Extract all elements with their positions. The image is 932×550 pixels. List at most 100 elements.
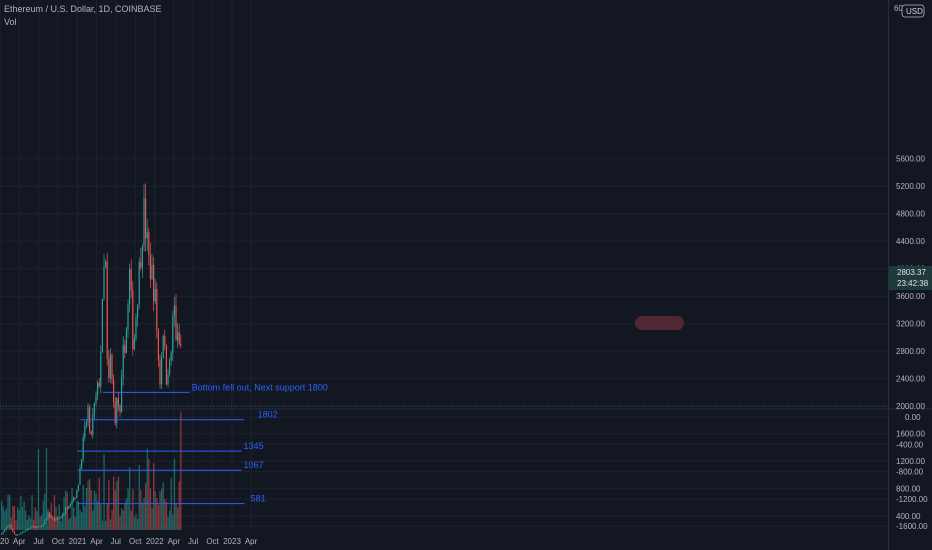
volume-bar bbox=[169, 510, 171, 530]
candle bbox=[77, 484, 79, 491]
volume-bar bbox=[31, 495, 33, 530]
volume-bar bbox=[93, 490, 96, 530]
volume-bar bbox=[119, 516, 121, 530]
candle bbox=[114, 401, 116, 423]
currency-label: USD bbox=[906, 7, 923, 16]
candle bbox=[9, 524, 11, 526]
volume-bar bbox=[156, 498, 158, 530]
currency-badge bbox=[901, 4, 925, 18]
candle bbox=[12, 528, 14, 532]
candle bbox=[13, 531, 15, 535]
volume-bar bbox=[79, 509, 81, 530]
price-tick-label: 1600.00 bbox=[896, 430, 925, 439]
volume-bar bbox=[49, 514, 51, 530]
volume-bar bbox=[73, 507, 75, 530]
volume-bar bbox=[154, 491, 156, 530]
volume-bar bbox=[146, 448, 148, 530]
candle bbox=[122, 344, 124, 378]
support-lines[interactable]: Bottom fell out, Next support 1800 1802 13… bbox=[0, 316, 888, 505]
volume-bar bbox=[140, 489, 142, 530]
price-axis[interactable]: 5600.005200.004800.004400.004000.003600.… bbox=[889, 4, 932, 531]
support-label: 1345 bbox=[244, 441, 264, 451]
volume-bar bbox=[45, 448, 48, 530]
volume-bar bbox=[10, 517, 12, 530]
candle bbox=[7, 525, 9, 528]
candle bbox=[29, 527, 31, 529]
candle bbox=[133, 339, 135, 350]
time-tick-label: Apr bbox=[90, 537, 103, 546]
candle bbox=[130, 269, 132, 291]
symbol-title[interactable]: Ethereum / U.S. Dollar, 1D, COINBASE bbox=[4, 4, 162, 14]
candle bbox=[90, 430, 92, 435]
volume-tick-label: -800.00 bbox=[896, 468, 924, 477]
candle bbox=[157, 330, 159, 361]
volume-bar bbox=[69, 517, 72, 530]
candle bbox=[121, 377, 123, 413]
candle bbox=[25, 530, 27, 532]
candle bbox=[103, 266, 105, 299]
volume-bar bbox=[159, 491, 161, 530]
candle bbox=[63, 513, 65, 516]
support-label: Bottom fell out, Next support 1800 bbox=[192, 382, 328, 392]
volume-bar bbox=[137, 518, 139, 530]
volume-bar bbox=[71, 487, 73, 530]
volume-bar bbox=[164, 498, 166, 530]
candle bbox=[111, 354, 113, 380]
volume-bar bbox=[153, 463, 155, 530]
candle bbox=[117, 398, 119, 406]
candle bbox=[169, 360, 171, 375]
volume-bar bbox=[41, 515, 43, 530]
volume-bar bbox=[157, 505, 160, 530]
price-tick-label: 800.00 bbox=[896, 485, 921, 494]
volume-bar bbox=[103, 454, 105, 530]
highlight-marker bbox=[635, 316, 684, 330]
volume-bar bbox=[84, 506, 86, 530]
candle bbox=[93, 403, 95, 415]
volume-bar bbox=[177, 507, 179, 530]
time-tick-label: 2020 bbox=[0, 537, 9, 546]
volume-bar bbox=[58, 504, 60, 530]
candle bbox=[57, 518, 59, 519]
time-tick-label: Oct bbox=[129, 537, 142, 546]
time-tick-label: Jul bbox=[111, 537, 121, 546]
candle bbox=[60, 517, 62, 519]
candle bbox=[148, 232, 150, 255]
candle bbox=[106, 261, 108, 359]
volume-bar bbox=[162, 482, 164, 530]
time-tick-label: Jul bbox=[33, 537, 43, 546]
volume-bar bbox=[42, 500, 44, 530]
volume-bar bbox=[108, 480, 110, 530]
price-tick-label: 4800.00 bbox=[896, 210, 925, 219]
candle bbox=[137, 304, 139, 318]
volume-bar bbox=[5, 508, 8, 530]
candle bbox=[149, 254, 151, 280]
volume-bar bbox=[173, 458, 176, 530]
candle bbox=[31, 526, 33, 528]
candle bbox=[127, 305, 129, 330]
candle bbox=[161, 357, 163, 385]
candle bbox=[178, 332, 180, 344]
candle bbox=[33, 526, 35, 528]
candle bbox=[36, 526, 38, 529]
volume-bar bbox=[33, 519, 35, 530]
candle bbox=[101, 298, 103, 352]
volume-bar bbox=[85, 488, 88, 530]
candle bbox=[34, 526, 36, 529]
candle bbox=[109, 354, 111, 379]
volume-bar bbox=[101, 520, 104, 530]
time-tick-label: Oct bbox=[206, 537, 219, 546]
volume-bar bbox=[57, 516, 59, 530]
candle bbox=[18, 534, 20, 535]
volume-indicator-label[interactable]: Vol bbox=[4, 17, 17, 27]
candle bbox=[180, 343, 182, 346]
volume-bar bbox=[23, 501, 25, 530]
time-axis[interactable]: 2020AprJulOct2021AprJulOct2022AprJulOct2… bbox=[0, 537, 258, 546]
volume-bar bbox=[66, 492, 68, 530]
candle bbox=[98, 382, 100, 387]
volume-bar bbox=[143, 497, 145, 530]
volume-bar bbox=[53, 495, 56, 530]
countdown-value: 23:42:38 bbox=[897, 279, 929, 288]
volume-bar bbox=[151, 508, 153, 530]
volume-bar bbox=[39, 516, 41, 530]
